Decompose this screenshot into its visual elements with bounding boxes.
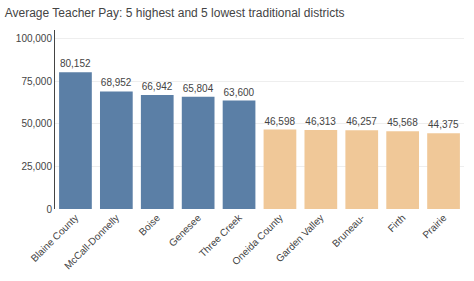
svg-text:65,804: 65,804 xyxy=(183,83,214,94)
svg-text:Prairie: Prairie xyxy=(420,212,449,241)
svg-text:46,313: 46,313 xyxy=(305,116,336,127)
svg-text:McCall-Donnelly: McCall-Donnelly xyxy=(62,212,121,271)
svg-text:45,568: 45,568 xyxy=(387,117,418,128)
svg-text:80,152: 80,152 xyxy=(60,58,91,69)
svg-text:Bruneau-: Bruneau- xyxy=(330,212,367,249)
svg-text:Firth: Firth xyxy=(386,212,408,234)
svg-text:Garden Valley: Garden Valley xyxy=(274,212,326,264)
svg-text:50,000: 50,000 xyxy=(21,118,52,129)
svg-text:Genesee: Genesee xyxy=(167,212,204,249)
svg-text:Blaine County: Blaine County xyxy=(29,212,81,264)
svg-text:Average Teacher Pay: 5 highest: Average Teacher Pay: 5 highest and 5 low… xyxy=(5,6,345,20)
svg-text:68,952: 68,952 xyxy=(101,77,132,88)
svg-text:25,000: 25,000 xyxy=(21,161,52,172)
svg-text:100,000: 100,000 xyxy=(16,33,53,44)
svg-text:44,375: 44,375 xyxy=(428,119,459,130)
svg-text:46,257: 46,257 xyxy=(346,116,377,127)
svg-text:Three Creek: Three Creek xyxy=(197,211,245,259)
svg-text:0: 0 xyxy=(46,204,52,215)
svg-text:46,598: 46,598 xyxy=(264,116,295,127)
svg-text:Oneida County: Oneida County xyxy=(230,212,285,267)
svg-text:66,942: 66,942 xyxy=(142,81,173,92)
svg-text:75,000: 75,000 xyxy=(21,76,52,87)
svg-text:63,600: 63,600 xyxy=(224,87,255,98)
svg-text:Boise: Boise xyxy=(137,212,163,238)
